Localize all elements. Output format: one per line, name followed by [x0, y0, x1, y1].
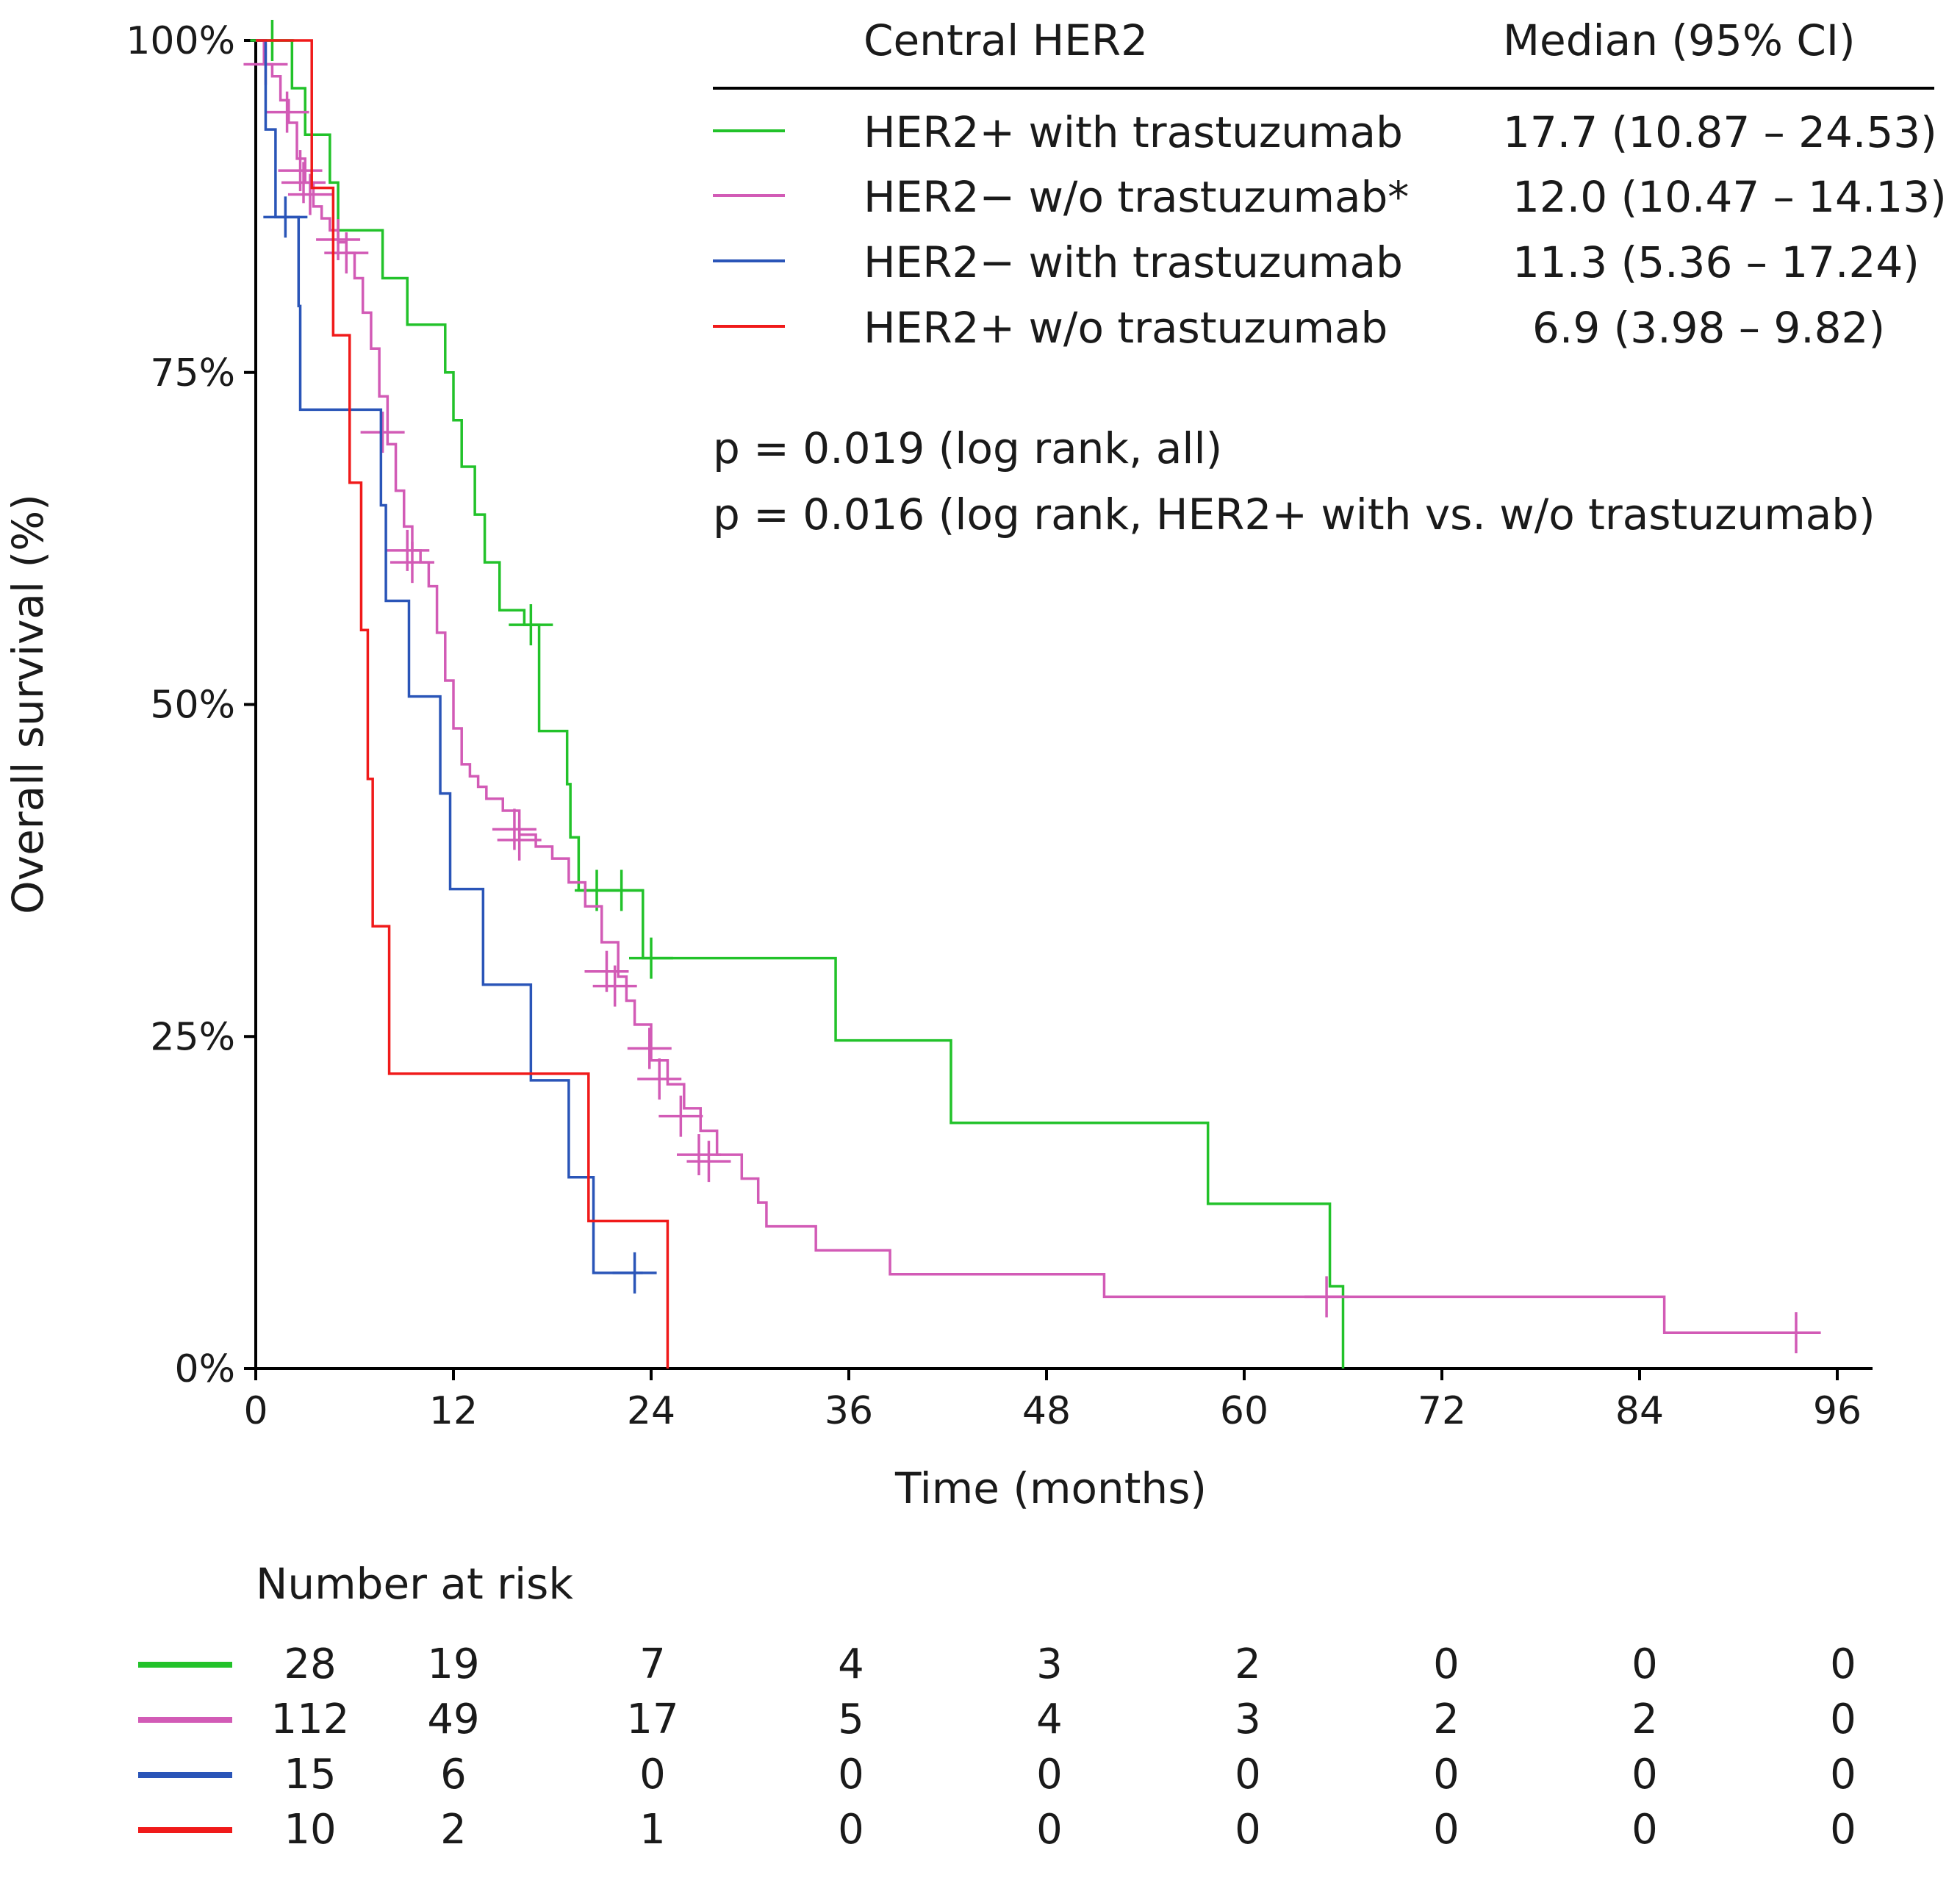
km-curve-1: [256, 39, 1821, 1334]
legend-label-1: HER2− w/o trastuzumab*: [864, 172, 1409, 222]
risk-count: 0: [1631, 1751, 1658, 1798]
x-axis: Time (months): [256, 1367, 1873, 1513]
km-curve-3: [256, 39, 670, 1369]
legend-median-1: 12.0 (10.47 – 14.13): [1512, 172, 1947, 222]
risk-count: 2: [1631, 1696, 1658, 1743]
risk-count: 0: [1830, 1806, 1856, 1854]
risk-row-0: 28 19 7 4 3 2 0 0 0: [138, 1640, 1856, 1688]
legend-header-median: Median (95% CI): [1503, 15, 1856, 65]
km-curve-0: [256, 39, 1345, 1369]
risk-count: 15: [284, 1751, 336, 1798]
series-3: [256, 39, 670, 1369]
legend-label-2: HER2− with trastuzumab: [864, 237, 1403, 287]
risk-count: 17: [626, 1696, 678, 1743]
legend-row-0: HER2+ with trastuzumab 17.7 (10.87 – 24.…: [713, 107, 1937, 157]
legend-row-1: HER2− w/o trastuzumab* 12.0 (10.47 – 14.…: [713, 172, 1947, 222]
risk-count: 3: [1235, 1696, 1261, 1743]
risk-count: 0: [1830, 1696, 1856, 1743]
series-2: [256, 39, 657, 1294]
x-tick-label: 72: [1418, 1389, 1466, 1433]
risk-count: 0: [838, 1751, 864, 1798]
annotations: p = 0.019 (log rank, all) p = 0.016 (log…: [713, 423, 1875, 539]
y-tick-label: 25%: [150, 1015, 235, 1059]
x-tick-label: 48: [1022, 1389, 1071, 1433]
risk-count: 2: [1235, 1640, 1261, 1688]
risk-count: 0: [1433, 1751, 1460, 1798]
x-tick-label: 84: [1615, 1389, 1664, 1433]
legend-median-2: 11.3 (5.36 – 17.24): [1512, 237, 1920, 287]
legend-row-2: HER2− with trastuzumab 11.3 (5.36 – 17.2…: [713, 237, 1920, 287]
p-value-all: p = 0.019 (log rank, all): [713, 423, 1222, 473]
x-tick-label: 36: [825, 1389, 873, 1433]
risk-count: 49: [427, 1696, 479, 1743]
risk-count: 2: [440, 1806, 467, 1854]
risk-count: 0: [1631, 1640, 1658, 1688]
survival-curves: [243, 20, 1821, 1369]
risk-count: 4: [1036, 1696, 1063, 1743]
legend-label-0: HER2+ with trastuzumab: [864, 107, 1403, 157]
risk-row-1: 112 49 17 5 4 3 2 2 0: [138, 1696, 1856, 1743]
y-tick-label: 50%: [150, 684, 235, 728]
x-tick-label: 12: [429, 1389, 478, 1433]
y-tick-label: 75%: [150, 351, 235, 395]
x-ticks: 0 12 24 36 48 60 72 84 96: [243, 1369, 1862, 1433]
y-tick-label: 0%: [175, 1347, 236, 1391]
risk-count: 0: [1235, 1751, 1261, 1798]
x-tick-label: 60: [1220, 1389, 1268, 1433]
risk-count: 7: [639, 1640, 666, 1688]
risk-count: 0: [639, 1751, 666, 1798]
risk-count: 112: [271, 1696, 350, 1743]
risk-count: 2: [1433, 1696, 1460, 1743]
legend-label-3: HER2+ w/o trastuzumab: [864, 303, 1388, 353]
km-curve-2: [256, 39, 643, 1274]
legend: Central HER2 Median (95% CI) HER2+ with …: [713, 15, 1947, 353]
risk-count: 10: [284, 1806, 336, 1854]
y-tick-label: 100%: [126, 19, 235, 63]
risk-count: 0: [838, 1806, 864, 1854]
y-ticks: 0% 25% 50% 75% 100%: [126, 19, 256, 1391]
risk-count: 0: [1433, 1640, 1460, 1688]
series-0: [250, 20, 1345, 1369]
risk-count: 0: [1830, 1640, 1856, 1688]
risk-count: 0: [1036, 1751, 1063, 1798]
risk-count: 0: [1235, 1806, 1261, 1854]
risk-count: 3: [1036, 1640, 1063, 1688]
risk-table-title: Number at risk: [256, 1559, 573, 1609]
risk-count: 0: [1830, 1751, 1856, 1798]
legend-header-group: Central HER2: [864, 15, 1148, 65]
legend-median-0: 17.7 (10.87 – 24.53): [1503, 107, 1937, 157]
risk-count: 1: [639, 1806, 666, 1854]
legend-median-3: 6.9 (3.98 – 9.82): [1532, 303, 1885, 353]
x-tick-label: 0: [243, 1389, 268, 1433]
risk-count: 0: [1036, 1806, 1063, 1854]
risk-count: 28: [284, 1640, 336, 1688]
risk-count: 5: [838, 1696, 864, 1743]
x-tick-label: 24: [627, 1389, 675, 1433]
risk-row-3: 10 2 1 0 0 0 0 0 0: [138, 1806, 1856, 1854]
series-1: [243, 39, 1821, 1354]
x-tick-label: 96: [1813, 1389, 1862, 1433]
y-axis-title: Overall survival (%): [3, 494, 53, 914]
risk-row-2: 15 6 0 0 0 0 0 0 0: [138, 1751, 1856, 1798]
legend-row-3: HER2+ w/o trastuzumab 6.9 (3.98 – 9.82): [713, 303, 1885, 353]
risk-count: 0: [1631, 1806, 1658, 1854]
risk-count: 6: [440, 1751, 467, 1798]
risk-count: 19: [427, 1640, 479, 1688]
x-axis-title: Time (months): [894, 1463, 1207, 1513]
p-value-her2pos: p = 0.016 (log rank, HER2+ with vs. w/o …: [713, 489, 1875, 539]
risk-count: 4: [838, 1640, 864, 1688]
risk-count: 0: [1433, 1806, 1460, 1854]
